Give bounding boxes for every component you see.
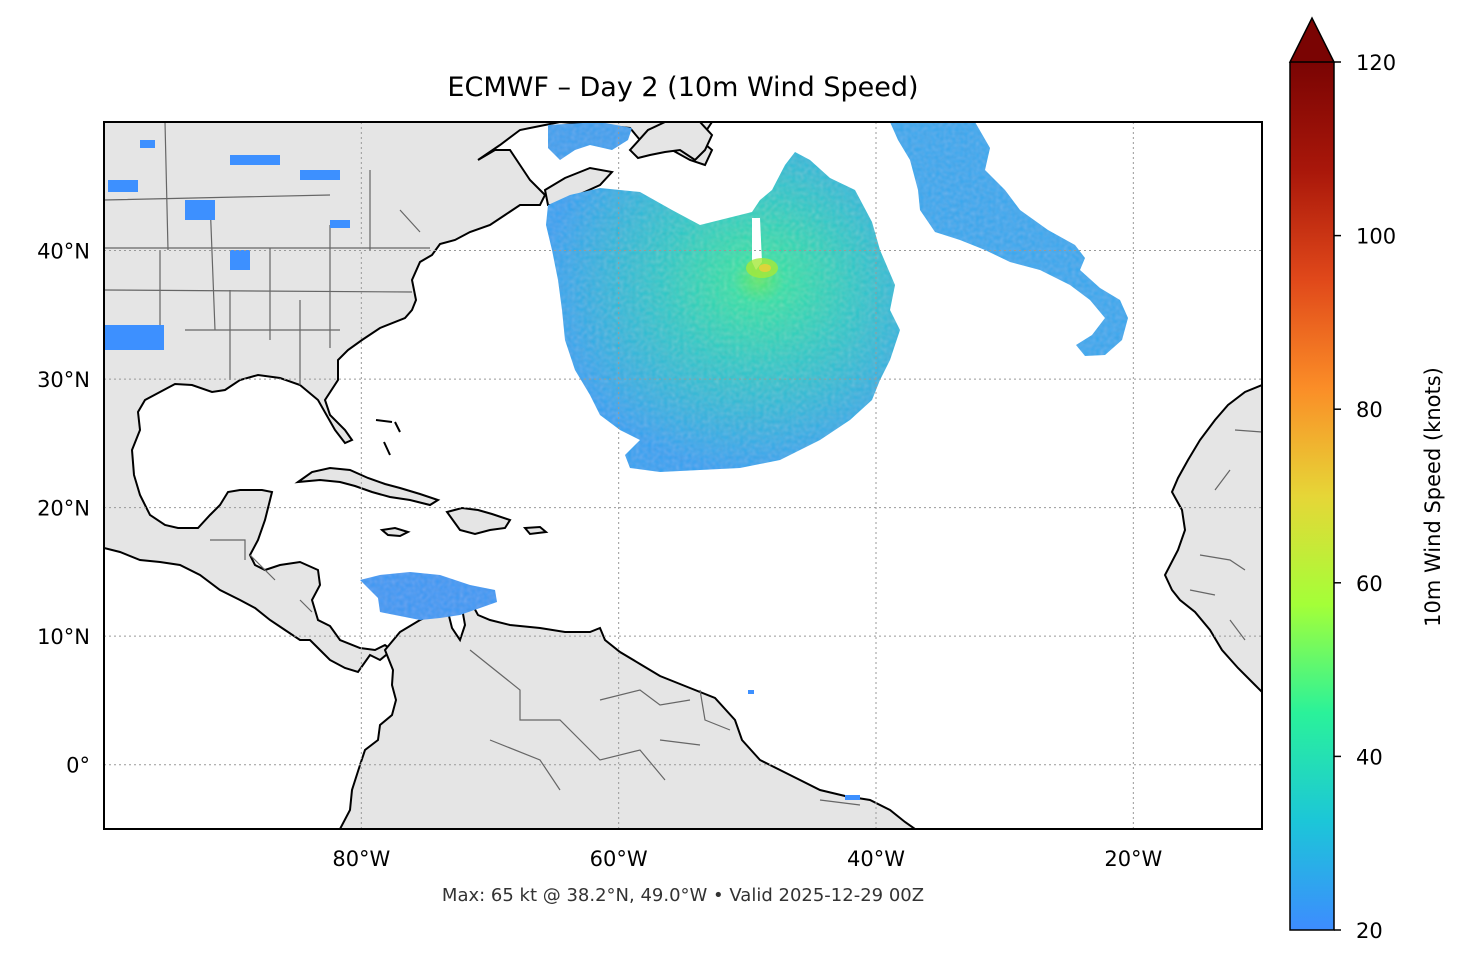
gridlines [104,122,1262,829]
colorbar-tick-label: 100 [1356,225,1396,249]
colorbar-frame [1289,62,1335,931]
africa-land [1163,383,1262,694]
latitude-tick-label: 20°N [37,497,90,521]
gulf-st-lawrence-wind [548,122,632,160]
colorbar-gradient [1290,62,1334,930]
storm-peak-core [759,264,771,272]
storm-core-notch [752,218,762,270]
cuba-island [294,466,441,507]
colorbar-tick-label: 40 [1356,745,1383,769]
colorbar-tick-label: 80 [1356,398,1383,422]
ne-atlantic-wind-band [890,122,1128,356]
land-wind-specks [104,140,860,800]
storm-wind-field [546,152,900,472]
latitude-ticks: 0° 10°N 20°N 30°N 40°N [37,240,90,778]
latitude-tick-label: 40°N [37,240,90,264]
colorbar-extend-arrow [1288,16,1336,63]
colorbar-tick-label: 60 [1356,572,1383,596]
colorbar-ticks: 20 40 60 80 100 120 [1334,51,1396,943]
jamaica-island [379,526,411,538]
latitude-tick-label: 30°N [37,368,90,392]
longitude-tick-label: 40°W [847,847,905,871]
latitude-tick-label: 0° [66,754,90,778]
chart-title: ECMWF – Day 2 (10m Wind Speed) [447,72,919,103]
colorbar: 20 40 60 80 100 120 10m Wind Speed (knots) [1288,16,1445,943]
map-layers [104,122,1262,829]
colorbar-tick-label: 120 [1356,51,1396,75]
puerto-rico-island [522,525,549,536]
hispaniola-island [445,506,512,536]
bahamas-islands [375,419,401,456]
colorbar-tick-label: 20 [1356,919,1383,943]
footer-annotation: Max: 65 kt @ 38.2°N, 49.0°W • Valid 2025… [441,885,925,906]
newfoundland-island [628,122,714,162]
latitude-tick-label: 10°N [37,625,90,649]
longitude-tick-label: 60°W [590,847,648,871]
longitude-tick-label: 20°W [1104,847,1162,871]
north-america-land [104,122,1262,674]
longitude-tick-label: 80°W [332,847,390,871]
map-frame [103,121,1263,830]
longitude-ticks: 80°W 60°W 40°W 20°W [332,847,1162,871]
caribbean-wind-patch [360,572,497,620]
colorbar-label: 10m Wind Speed (knots) [1421,367,1445,627]
state-borders [104,122,1262,806]
